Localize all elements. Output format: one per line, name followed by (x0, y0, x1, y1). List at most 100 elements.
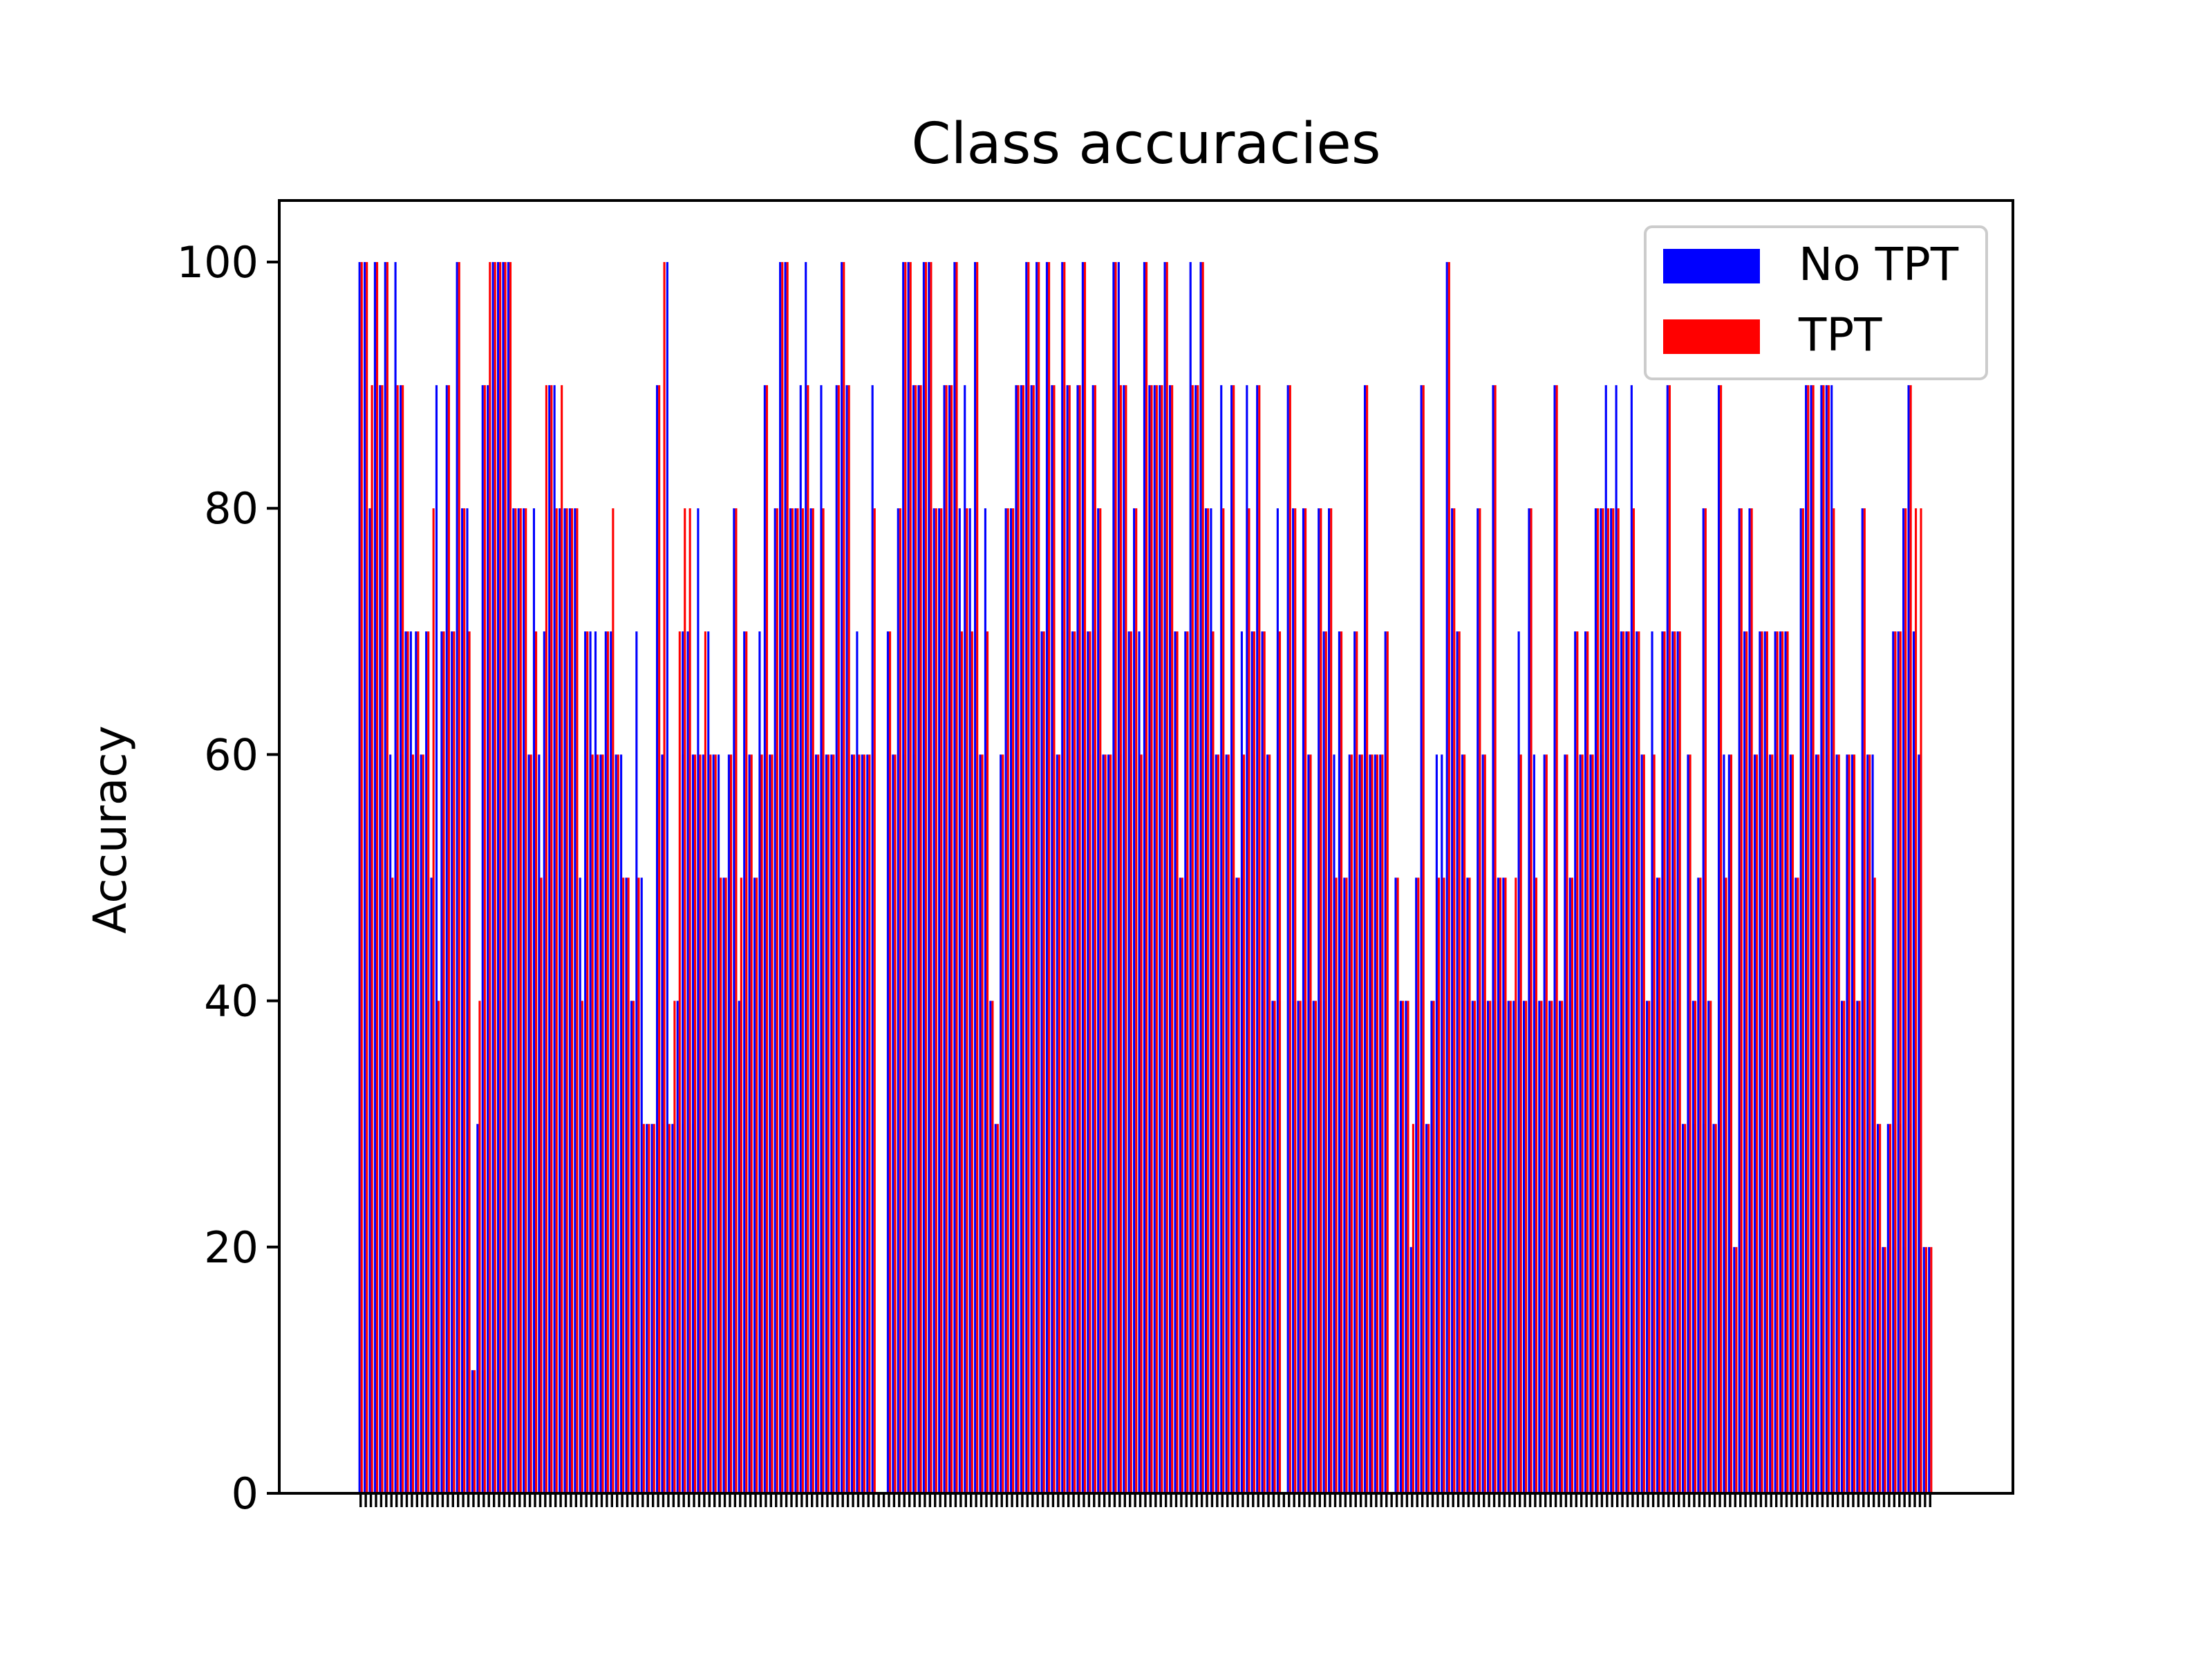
bar-tpt-126 (1006, 508, 1009, 1493)
bar-no-tpt-156 (1159, 385, 1161, 1493)
bar-tpt-137 (1063, 262, 1066, 1493)
bar-no-tpt-222 (1497, 877, 1499, 1493)
bar-tpt-159 (1176, 631, 1179, 1493)
bar-tpt-298 (1888, 1123, 1892, 1493)
bar-no-tpt-85 (794, 508, 797, 1493)
bar-tpt-122 (986, 631, 989, 1493)
bar-tpt-80 (771, 754, 774, 1493)
bar-no-tpt-114 (943, 385, 946, 1493)
bar-tpt-32 (525, 508, 527, 1493)
bar-no-tpt-245 (1615, 385, 1618, 1493)
bar-no-tpt-266 (1723, 754, 1725, 1493)
bar-tpt-284 (1817, 754, 1820, 1493)
bar-no-tpt-199 (1379, 754, 1382, 1493)
bar-tpt-106 (904, 262, 907, 1493)
bar-no-tpt-120 (974, 262, 977, 1493)
bar-tpt-248 (1632, 508, 1635, 1493)
bar-no-tpt-299 (1892, 631, 1895, 1493)
bar-no-tpt-270 (1743, 631, 1746, 1493)
bar-tpt-143 (1094, 385, 1096, 1493)
bar-tpt-105 (899, 508, 901, 1493)
bar-tpt-145 (1104, 754, 1107, 1493)
bar-no-tpt-105 (897, 508, 899, 1493)
bar-no-tpt-250 (1640, 754, 1643, 1493)
bar-no-tpt-92 (830, 754, 833, 1493)
bar-no-tpt-278 (1784, 631, 1787, 1493)
bar-tpt-263 (1709, 1000, 1712, 1493)
bar-tpt-213 (1453, 508, 1456, 1493)
bar-no-tpt-150 (1127, 631, 1130, 1493)
bar-no-tpt-169 (1225, 754, 1228, 1493)
bar-no-tpt-220 (1487, 1000, 1490, 1493)
bar-tpt-22 (473, 1370, 476, 1493)
bar-tpt-0 (360, 262, 363, 1493)
bar-no-tpt-159 (1174, 631, 1177, 1493)
bar-tpt-133 (1042, 631, 1045, 1493)
bar-no-tpt-238 (1579, 754, 1582, 1493)
bar-tpt-69 (714, 754, 717, 1493)
bar-no-tpt-195 (1358, 754, 1361, 1493)
bar-tpt-61 (673, 1000, 676, 1493)
bar-tpt-273 (1761, 631, 1763, 1493)
bar-no-tpt-134 (1045, 262, 1049, 1493)
bar-tpt-129 (1022, 385, 1025, 1493)
bar-no-tpt-280 (1794, 877, 1797, 1493)
bar-no-tpt-227 (1522, 1000, 1526, 1493)
bar-tpt-67 (704, 631, 706, 1493)
bar-no-tpt-206 (1415, 877, 1418, 1493)
bar-tpt-109 (919, 385, 922, 1493)
bar-tpt-209 (1432, 1000, 1435, 1493)
bar-no-tpt-303 (1912, 631, 1915, 1493)
bar-tpt-1 (366, 262, 368, 1493)
bar-tpt-152 (1140, 754, 1143, 1493)
bar-no-tpt-228 (1528, 508, 1530, 1493)
bar-tpt-276 (1776, 631, 1779, 1493)
bar-tpt-142 (1089, 631, 1091, 1493)
bar-no-tpt-83 (784, 262, 787, 1493)
bar-tpt-82 (781, 262, 784, 1493)
bar-tpt-158 (1171, 385, 1174, 1493)
bar-tpt-86 (801, 508, 804, 1493)
bar-tpt-134 (1048, 262, 1051, 1493)
bar-tpt-54 (637, 877, 640, 1493)
bar-tpt-125 (1002, 754, 1004, 1493)
bar-no-tpt-69 (712, 754, 715, 1493)
bar-no-tpt-213 (1451, 508, 1454, 1493)
bar-no-tpt-73 (733, 508, 735, 1493)
bar-no-tpt-22 (471, 1370, 474, 1493)
bar-tpt-87 (807, 385, 809, 1493)
bar-no-tpt-91 (825, 754, 827, 1493)
bar-no-tpt-229 (1533, 754, 1535, 1493)
bar-tpt-177 (1268, 754, 1271, 1493)
bar-tpt-26 (494, 262, 496, 1493)
bar-tpt-89 (817, 754, 820, 1493)
bar-no-tpt-248 (1630, 385, 1633, 1493)
bar-tpt-118 (966, 508, 968, 1493)
bar-tpt-68 (709, 754, 712, 1493)
bar-tpt-267 (1730, 754, 1733, 1493)
bar-no-tpt-252 (1651, 631, 1653, 1493)
bar-tpt-151 (1135, 508, 1138, 1493)
bar-no-tpt-290 (1846, 754, 1848, 1493)
bar-no-tpt-168 (1220, 385, 1223, 1493)
bar-tpt-299 (1894, 631, 1897, 1493)
bar-tpt-136 (1058, 754, 1060, 1493)
bar-tpt-257 (1678, 631, 1681, 1493)
bar-tpt-24 (483, 385, 486, 1493)
bar-tpt-234 (1561, 1000, 1564, 1493)
bar-no-tpt-68 (707, 631, 710, 1493)
bar-no-tpt-305 (1922, 1246, 1925, 1493)
bar-tpt-21 (468, 631, 471, 1493)
bar-no-tpt-251 (1646, 1000, 1649, 1493)
bar-tpt-52 (627, 877, 630, 1493)
bar-no-tpt-198 (1374, 754, 1376, 1493)
plot-bars (358, 262, 1933, 1493)
bar-no-tpt-15 (435, 385, 438, 1493)
bar-no-tpt-153 (1143, 262, 1145, 1493)
bar-no-tpt-277 (1779, 631, 1782, 1493)
bar-tpt-223 (1504, 877, 1507, 1493)
bar-tpt-206 (1417, 877, 1420, 1493)
bar-no-tpt-74 (738, 1000, 740, 1493)
bar-tpt-182 (1294, 508, 1297, 1493)
bar-tpt-23 (478, 1000, 481, 1493)
